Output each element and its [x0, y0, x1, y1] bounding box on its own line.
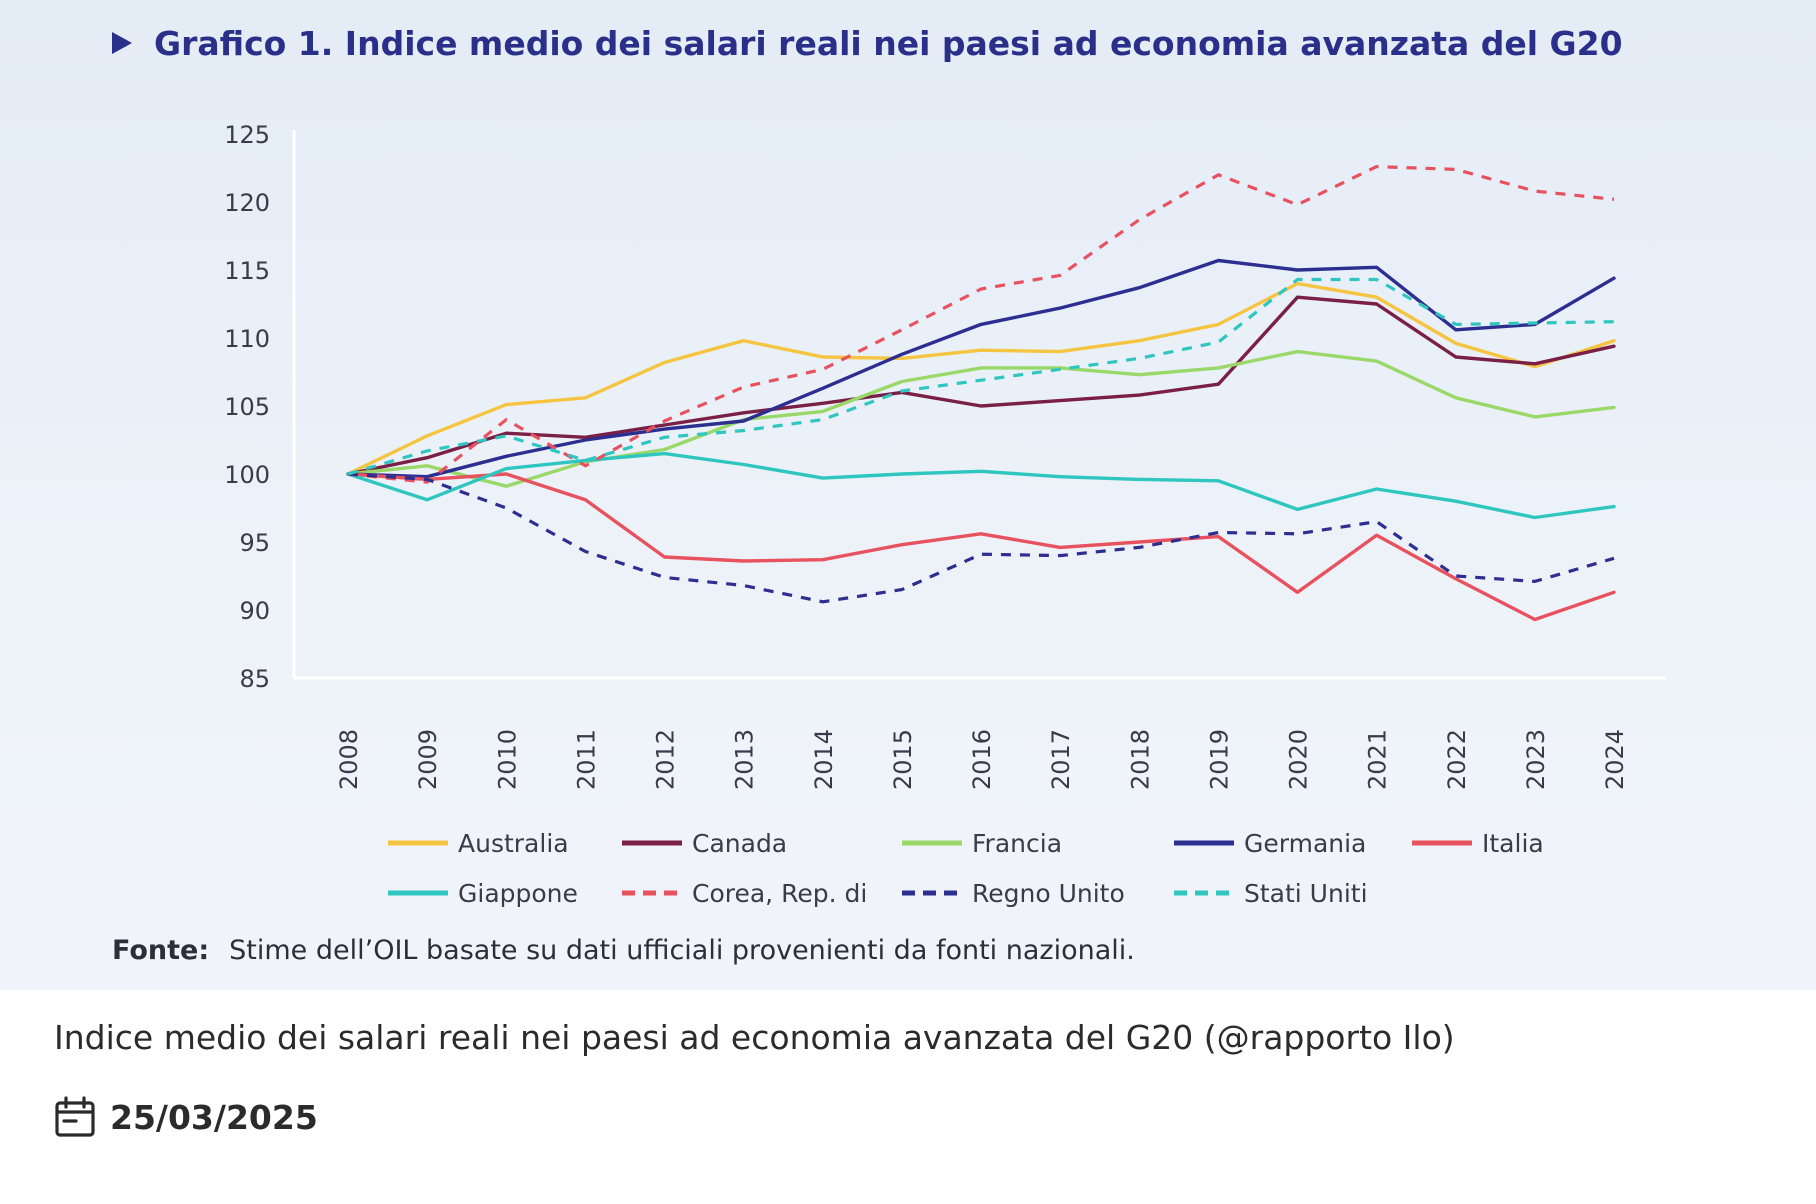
legend-swatch	[622, 890, 682, 896]
legend-item: Stati Uniti	[1174, 879, 1412, 908]
x-tick-label: 2024	[1601, 729, 1629, 790]
series-line-germania	[346, 258, 1616, 479]
x-tick-label: 2019	[1205, 729, 1233, 790]
x-tick-label: 2021	[1364, 729, 1392, 790]
legend-label: Corea, Rep. di	[692, 878, 868, 908]
legend-swatch	[388, 840, 448, 846]
chart-legend: Australia Canada Francia Germania Italia Giap…	[388, 818, 1688, 918]
chart-title-text: Grafico 1. Indice medio dei salari reali…	[154, 23, 1623, 63]
legend-label: Stati Uniti	[1244, 878, 1368, 908]
legend-label: Germania	[1244, 828, 1367, 858]
legend-row: Australia Canada Francia Germania Italia	[388, 818, 1688, 868]
legend-swatch	[1174, 890, 1234, 896]
legend-swatch	[1412, 840, 1472, 846]
legend-label: Italia	[1482, 828, 1544, 858]
series-line-regno-unito	[347, 472, 1615, 604]
legend-swatch	[622, 840, 682, 846]
calendar-icon	[55, 1096, 95, 1137]
source-text: Stime dell’OIL basate su dati ufficiali …	[229, 935, 1135, 966]
chart-axes: 85 90 95 100 105 110 115 120 125 2008 2009 2010 2011…	[224, 121, 1666, 790]
x-tick-label: 2022	[1443, 729, 1471, 790]
x-tick-label: 2011	[572, 729, 600, 790]
chart-title: Grafico 1. Indice medio dei salari reali…	[112, 18, 1623, 68]
legend-item: Giappone	[388, 879, 622, 908]
legend-swatch	[902, 890, 962, 896]
triangle-bullet-icon	[112, 32, 132, 54]
x-tick-label: 2023	[1522, 729, 1550, 790]
x-tick-label: 2012	[652, 729, 680, 790]
source-note: Fonte: Stime dell’OIL basate su dati uffi…	[112, 935, 1135, 966]
legend-item: Corea, Rep. di	[622, 879, 902, 908]
x-tick-label: 2010	[493, 729, 521, 790]
y-tick-label: 120	[224, 189, 270, 217]
chart-series	[346, 165, 1616, 622]
publish-date: 25/03/2025	[54, 1096, 318, 1138]
x-tick-label: 2015	[889, 729, 917, 790]
legend-item: Australia	[388, 829, 622, 858]
y-tick-label: 95	[239, 529, 270, 557]
x-tick-label: 2013	[731, 729, 759, 790]
x-tick-label: 2008	[335, 729, 363, 790]
series-line-giappone	[346, 451, 1616, 520]
legend-swatch	[388, 890, 448, 896]
legend-label: Australia	[458, 828, 569, 858]
chart-figure: Grafico 1. Indice medio dei salari reali…	[0, 0, 1816, 990]
legend-label: Giappone	[458, 878, 578, 908]
legend-row: Giappone Corea, Rep. di Regno Unito Stati U…	[388, 868, 1688, 918]
x-tick-label: 2017	[1047, 729, 1075, 790]
legend-item: Francia	[902, 829, 1174, 858]
series-line-italia	[346, 472, 1616, 622]
y-tick-label: 115	[224, 257, 270, 285]
y-tick-label: 110	[224, 325, 270, 353]
legend-item: Canada	[622, 829, 902, 858]
y-tick-label: 125	[224, 121, 270, 149]
y-tick-label: 90	[239, 597, 270, 625]
y-tick-label: 85	[239, 665, 270, 693]
legend-label: Francia	[972, 828, 1063, 858]
x-tick-label: 2009	[414, 729, 442, 790]
x-tick-label: 2018	[1126, 729, 1154, 790]
image-caption: Indice medio dei salari reali nei paesi …	[54, 1018, 1455, 1057]
x-tick-label: 2014	[810, 729, 838, 790]
legend-swatch	[1174, 840, 1234, 846]
source-label: Fonte:	[112, 935, 210, 966]
y-tick-label: 105	[224, 393, 270, 421]
series-line-australia	[346, 281, 1616, 476]
series-line-stati-uniti	[347, 277, 1615, 476]
legend-label: Regno Unito	[972, 878, 1125, 908]
x-tick-label: 2016	[968, 729, 996, 790]
y-tick-label: 100	[224, 461, 270, 489]
legend-item: Germania	[1174, 829, 1412, 858]
series-line-corea-rep-di	[347, 165, 1615, 484]
series-line-canada	[346, 295, 1616, 476]
legend-item: Regno Unito	[902, 879, 1174, 908]
x-tick-label: 2020	[1285, 729, 1313, 790]
legend-label: Canada	[692, 828, 788, 858]
legend-swatch	[902, 840, 962, 846]
line-chart: 85 90 95 100 105 110 115 120 125 2008 2009 2010 2011…	[224, 121, 1666, 790]
date-text: 25/03/2025	[110, 1097, 318, 1137]
series-line-francia	[346, 349, 1616, 488]
legend-item: Italia	[1412, 829, 1612, 858]
